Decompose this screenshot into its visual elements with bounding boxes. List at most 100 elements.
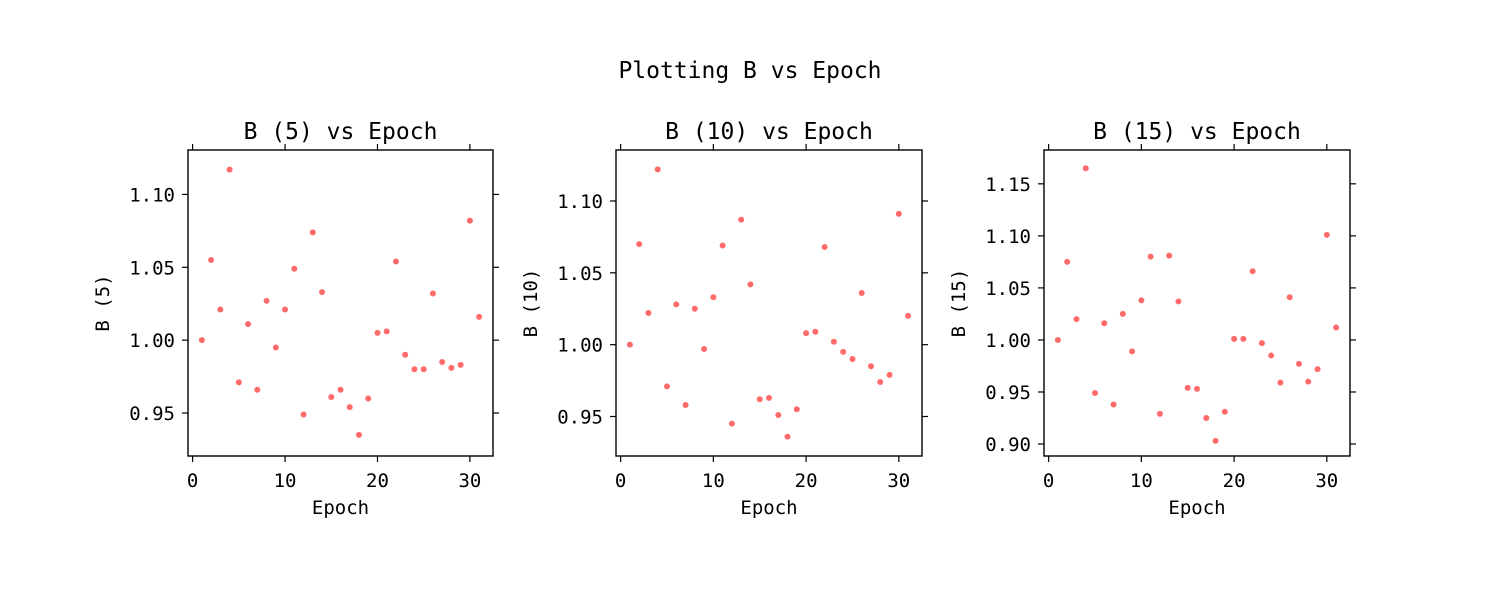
data-point xyxy=(849,356,856,363)
y-tick-label: 1.05 xyxy=(129,257,175,279)
data-point xyxy=(756,396,763,403)
y-axis-label: B (10) xyxy=(520,269,542,338)
data-point xyxy=(1333,324,1340,331)
data-point xyxy=(636,241,643,248)
data-point xyxy=(1296,360,1302,367)
x-tick-label: 0 xyxy=(187,470,198,492)
data-point xyxy=(719,242,726,249)
y-tick-label: 1.00 xyxy=(985,330,1031,352)
data-point xyxy=(1314,366,1321,373)
y-tick-label: 0.95 xyxy=(557,406,603,428)
figure-title: Plotting B vs Epoch xyxy=(618,58,881,84)
data-point xyxy=(226,166,233,173)
data-point xyxy=(476,313,483,320)
data-point xyxy=(1156,410,1163,417)
data-point xyxy=(1147,253,1154,260)
y-tick-label: 1.05 xyxy=(985,278,1031,300)
data-point xyxy=(895,210,902,217)
data-point xyxy=(1054,336,1061,343)
y-tick-label: 1.00 xyxy=(129,330,175,352)
data-point xyxy=(868,363,874,370)
x-axis-label: Epoch xyxy=(1168,497,1225,519)
plot-frame xyxy=(615,149,923,457)
data-point xyxy=(654,166,661,173)
chart-panel-3: B (15) vs Epoch 0 10 20 30 0.90 0.95 1.00 1.05 1.… xyxy=(948,119,1356,519)
data-point xyxy=(803,330,810,337)
data-point xyxy=(1166,252,1173,259)
data-point xyxy=(309,229,316,236)
data-point xyxy=(355,431,362,438)
data-point xyxy=(1305,378,1312,385)
data-point xyxy=(691,305,698,312)
data-point xyxy=(1184,384,1191,391)
x-tick-label: 30 xyxy=(887,470,910,492)
data-point xyxy=(775,412,782,419)
data-point xyxy=(448,364,455,371)
data-point xyxy=(1138,297,1145,304)
data-point xyxy=(1129,348,1136,355)
data-point xyxy=(346,404,353,411)
data-point xyxy=(1258,340,1265,347)
plot-frame xyxy=(1043,149,1351,457)
x-tick-label: 20 xyxy=(366,470,389,492)
data-point xyxy=(254,386,261,393)
data-point xyxy=(645,310,652,317)
data-point xyxy=(1092,390,1098,397)
data-point xyxy=(664,383,670,390)
x-axis-label: Epoch xyxy=(312,497,369,519)
y-axis-label: B (15) xyxy=(948,269,970,338)
y-tick-label: 1.10 xyxy=(985,226,1031,248)
data-point xyxy=(812,328,819,335)
x-tick-label: 0 xyxy=(1043,470,1054,492)
data-point xyxy=(245,321,252,328)
y-tick-label: 1.05 xyxy=(557,263,603,285)
data-point xyxy=(392,258,399,265)
data-point xyxy=(626,341,633,348)
data-point xyxy=(439,359,446,366)
data-point xyxy=(383,328,390,335)
data-point xyxy=(728,420,735,427)
data-point xyxy=(365,395,372,402)
data-point xyxy=(319,289,326,296)
data-point xyxy=(411,366,418,373)
chart-panel-1: B (5) vs Epoch 0 10 20 30 0.95 1.00 1.05 1.10 Epo… xyxy=(92,119,499,519)
y-tick-label: 0.90 xyxy=(985,434,1031,456)
data-point xyxy=(1110,401,1117,408)
y-tick-label: 1.15 xyxy=(985,174,1031,196)
data-point xyxy=(217,306,224,313)
data-point xyxy=(886,371,893,378)
data-point xyxy=(337,386,344,393)
chart-title: B (5) vs Epoch xyxy=(244,119,438,145)
data-point xyxy=(328,393,335,400)
chart-panel-2: B (10) vs Epoch 0 10 20 30 0.95 1.00 1.05 1.10 Ep… xyxy=(520,119,928,519)
data-point xyxy=(701,345,708,352)
data-point xyxy=(1064,258,1071,265)
data-point xyxy=(282,306,289,313)
data-point xyxy=(1175,298,1182,305)
data-point xyxy=(466,217,473,224)
x-tick-label: 30 xyxy=(1315,470,1338,492)
y-tick-label: 1.10 xyxy=(557,191,603,213)
data-point xyxy=(1073,316,1080,323)
data-point xyxy=(198,337,205,344)
data-point xyxy=(1323,231,1330,238)
data-point xyxy=(1277,379,1284,386)
data-point xyxy=(374,329,381,336)
x-axis-label: Epoch xyxy=(740,497,797,519)
chart-title: B (15) vs Epoch xyxy=(1093,119,1301,145)
y-tick-label: 1.00 xyxy=(557,335,603,357)
data-point xyxy=(766,394,772,401)
data-point xyxy=(1212,437,1219,444)
data-point xyxy=(682,402,689,408)
data-point xyxy=(784,433,791,440)
data-point xyxy=(1119,310,1126,317)
x-tick-label: 10 xyxy=(1130,470,1153,492)
data-point xyxy=(1249,268,1256,275)
data-point xyxy=(793,406,800,413)
data-point xyxy=(235,379,242,386)
x-tick-label: 20 xyxy=(1223,470,1246,492)
charts-container: B (5) vs Epoch 0 10 20 30 0.95 1.00 1.05 1.10 Epo… xyxy=(92,119,1356,519)
x-tick-label: 10 xyxy=(702,470,725,492)
data-point xyxy=(1221,408,1228,415)
